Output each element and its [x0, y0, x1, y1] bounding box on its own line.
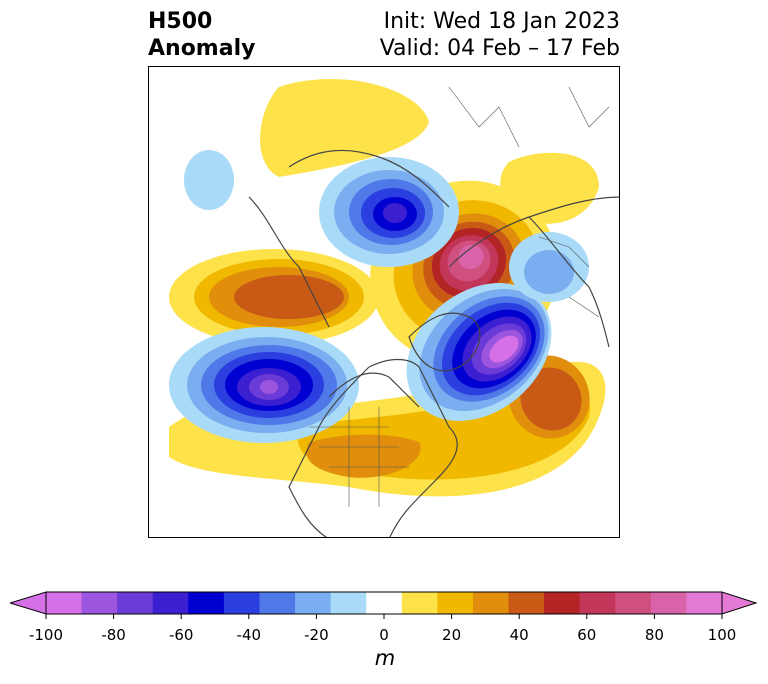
title-line-1: H500 — [148, 9, 213, 34]
europe-borders — [538, 236, 600, 318]
colorbar-segment — [579, 592, 616, 614]
colorbar-segment — [259, 592, 296, 614]
us-state-lines — [309, 407, 409, 507]
colorbar — [10, 591, 758, 619]
colorbar-tick-label: 20 — [442, 626, 462, 644]
colorbar-segment — [46, 592, 83, 614]
coastlines — [248, 149, 619, 537]
colorbar-tick-label: 60 — [577, 626, 597, 644]
coast-hudson — [328, 372, 420, 408]
colorbar-tick-label: 40 — [509, 626, 529, 644]
coast-alaska — [248, 196, 330, 328]
colorbar-segment — [401, 592, 438, 614]
colorbar-over-arrow — [721, 591, 758, 615]
colorbar-segment — [330, 592, 367, 614]
anomaly-nw-10 — [184, 150, 234, 210]
colorbar-segment — [223, 592, 260, 614]
valid-period: Valid: 04 Feb – 17 Feb — [379, 36, 620, 61]
colorbar-tick-label: 100 — [707, 626, 737, 644]
chart-title: H500 Anomaly — [148, 8, 255, 62]
colorbar-segment — [437, 592, 474, 614]
colorbar-tick-label: -100 — [28, 626, 64, 644]
coast-siberia — [288, 149, 450, 208]
anomaly-pacific-80 — [260, 380, 278, 394]
anomaly-atlantic-40 — [520, 367, 582, 431]
anomaly-greenland-90 — [489, 335, 519, 363]
colorbar-tickmarks — [45, 614, 723, 619]
init-date: Init: Wed 18 Jan 2023 — [383, 9, 620, 34]
anomaly-bering-20 — [260, 79, 429, 177]
colorbar-segment — [152, 592, 189, 614]
colorbar-segment — [366, 592, 403, 614]
negative-anomalies — [169, 150, 589, 443]
anomaly-asia-40 — [234, 275, 344, 319]
anomaly-easia-20 — [524, 250, 574, 294]
anomaly-arctic-80 — [458, 244, 484, 270]
colorbar-segment — [81, 592, 118, 614]
anomaly-kara-60 — [383, 203, 407, 223]
colorbar-segment — [615, 592, 652, 614]
colorbar-under-arrow — [10, 591, 47, 615]
colorbar-segment — [295, 592, 332, 614]
colorbar-tick-label: -20 — [304, 626, 329, 644]
colorbar-tick-label: -60 — [168, 626, 194, 644]
title-line-2: Anomaly — [148, 36, 256, 61]
run-info: Init: Wed 18 Jan 2023 Valid: 04 Feb – 17… — [380, 8, 620, 62]
colorbar-segment — [188, 592, 225, 614]
colorbar-segment — [472, 592, 510, 614]
colorbar-segment — [650, 592, 687, 614]
colorbar-segments — [46, 592, 723, 614]
anomaly-map — [148, 66, 620, 538]
coast-greenland — [408, 312, 481, 372]
coast-europe — [528, 216, 610, 348]
coast-west-na — [288, 366, 370, 537]
colorbar-segment — [117, 592, 154, 614]
colorbar-tick-label: 0 — [379, 626, 389, 644]
colorbar-unit-label: m — [374, 646, 396, 670]
coast-east-na — [368, 358, 458, 537]
colorbar-tick-label: 80 — [644, 626, 664, 644]
colorbar-segment — [544, 592, 581, 614]
colorbar-segment — [508, 592, 545, 614]
anomaly-map-svg — [169, 79, 619, 537]
colorbar-tick-label: -80 — [101, 626, 126, 644]
colorbar-tick-label: -40 — [236, 626, 262, 644]
colorbar-segment — [686, 592, 723, 614]
country-borders — [309, 86, 610, 507]
asia-borders — [448, 86, 610, 148]
